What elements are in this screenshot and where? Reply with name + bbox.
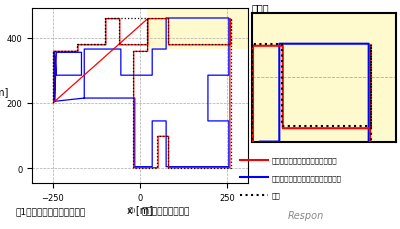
Text: 開発手法（適応的にセンサを切替: 開発手法（適応的にセンサを切替 [272, 157, 338, 164]
Text: 図1：車載公開データセット: 図1：車載公開データセット [16, 206, 86, 215]
Y-axis label: z [m]: z [m] [0, 86, 8, 96]
Text: 拡大図: 拡大図 [252, 3, 270, 13]
Text: Respon: Respon [288, 210, 324, 220]
X-axis label: x [m]: x [m] [127, 204, 153, 215]
Bar [147, 9, 248, 50]
Text: での運動軌跡の比較: での運動軌跡の比較 [142, 206, 190, 215]
Text: (注): (注) [128, 206, 136, 212]
Text: 比較手法（全てのセンサを常に利用: 比較手法（全てのセンサを常に利用 [272, 174, 342, 181]
Text: 真値: 真値 [272, 191, 281, 198]
